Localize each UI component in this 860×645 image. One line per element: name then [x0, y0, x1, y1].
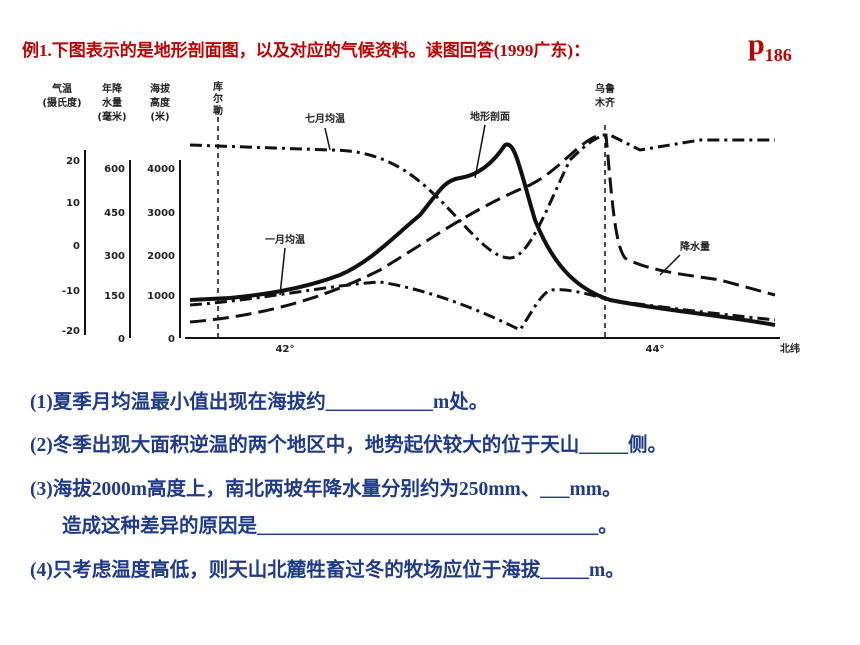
curve-label: 地形剖面	[470, 110, 510, 123]
tick-label: 4000	[147, 164, 175, 175]
axis-title: 高度	[150, 96, 171, 109]
curve-label: 七月均温	[305, 112, 345, 125]
tick-label: 150	[104, 291, 125, 302]
leader	[474, 124, 486, 179]
x-tick-label: 42°	[276, 344, 295, 355]
january-curve	[189, 280, 776, 332]
page-letter: p	[748, 28, 765, 61]
tick-label: 20	[66, 156, 80, 167]
tick-label: 600	[104, 164, 125, 175]
tick-label: 2000	[147, 251, 175, 262]
tick-label: 10	[66, 198, 80, 209]
leader	[279, 247, 286, 296]
axis-title: (毫米)	[97, 110, 126, 123]
precipitation-curve	[189, 133, 776, 324]
question: (2)冬季出现大面积逆温的两个地区中，地势起伏较大的位于天山_____侧。	[30, 435, 667, 456]
figure: 气温(摄氏度) 20 10 0 -10 -20 年降水量(毫米) 600 450 300 150 0 海…	[42, 80, 800, 355]
axis-title: 气温	[51, 82, 72, 95]
question: (1)夏季月均温最小值出现在海拔约___________m处。	[30, 392, 489, 413]
curve-label: 降水量	[680, 240, 710, 253]
tick-label: 0	[168, 334, 175, 345]
page-number: 186	[764, 45, 792, 65]
curve-label: 一月均温	[265, 233, 305, 246]
tick-label: -20	[62, 326, 80, 337]
tick-label: 0	[118, 334, 125, 345]
tick-label: 300	[104, 251, 125, 262]
axis-title: (米)	[150, 110, 169, 123]
place-label: 木齐	[594, 96, 616, 109]
x-tick-label: 44°	[646, 344, 665, 355]
tick-label: 1000	[147, 291, 175, 302]
question: 造成这种差异的原因是______________________________…	[62, 516, 618, 537]
tick-label: 450	[104, 208, 125, 219]
x-label: 北纬	[780, 342, 800, 355]
place-label: 尔	[212, 92, 223, 105]
place-label: 勒	[213, 104, 223, 117]
question: (4)只考虑温度高低，则天山北麓牲畜过冬的牧场应位于海拔_____m。	[30, 560, 625, 581]
tick-label: 0	[73, 241, 80, 252]
title: 例1.下图表示的是地形剖面图，以及对应的气候资料。读图回答(1999广东)：	[22, 41, 591, 60]
place-label: 库	[213, 80, 223, 93]
axis-title: 海拔	[150, 82, 171, 95]
place-label: 乌鲁	[595, 82, 615, 95]
page-ref: p186	[748, 28, 792, 66]
question: (3)海拔2000m高度上，南北两坡年降水量分别约为250mm、___mm。	[30, 479, 622, 500]
axis-title: (摄氏度)	[42, 96, 81, 109]
leader	[659, 254, 681, 276]
axis-title: 水量	[101, 96, 122, 109]
leader	[324, 127, 331, 151]
tick-label: 3000	[147, 208, 175, 219]
july-curve	[189, 133, 775, 260]
axis-title: 年降	[102, 82, 123, 95]
tick-label: -10	[62, 286, 80, 297]
